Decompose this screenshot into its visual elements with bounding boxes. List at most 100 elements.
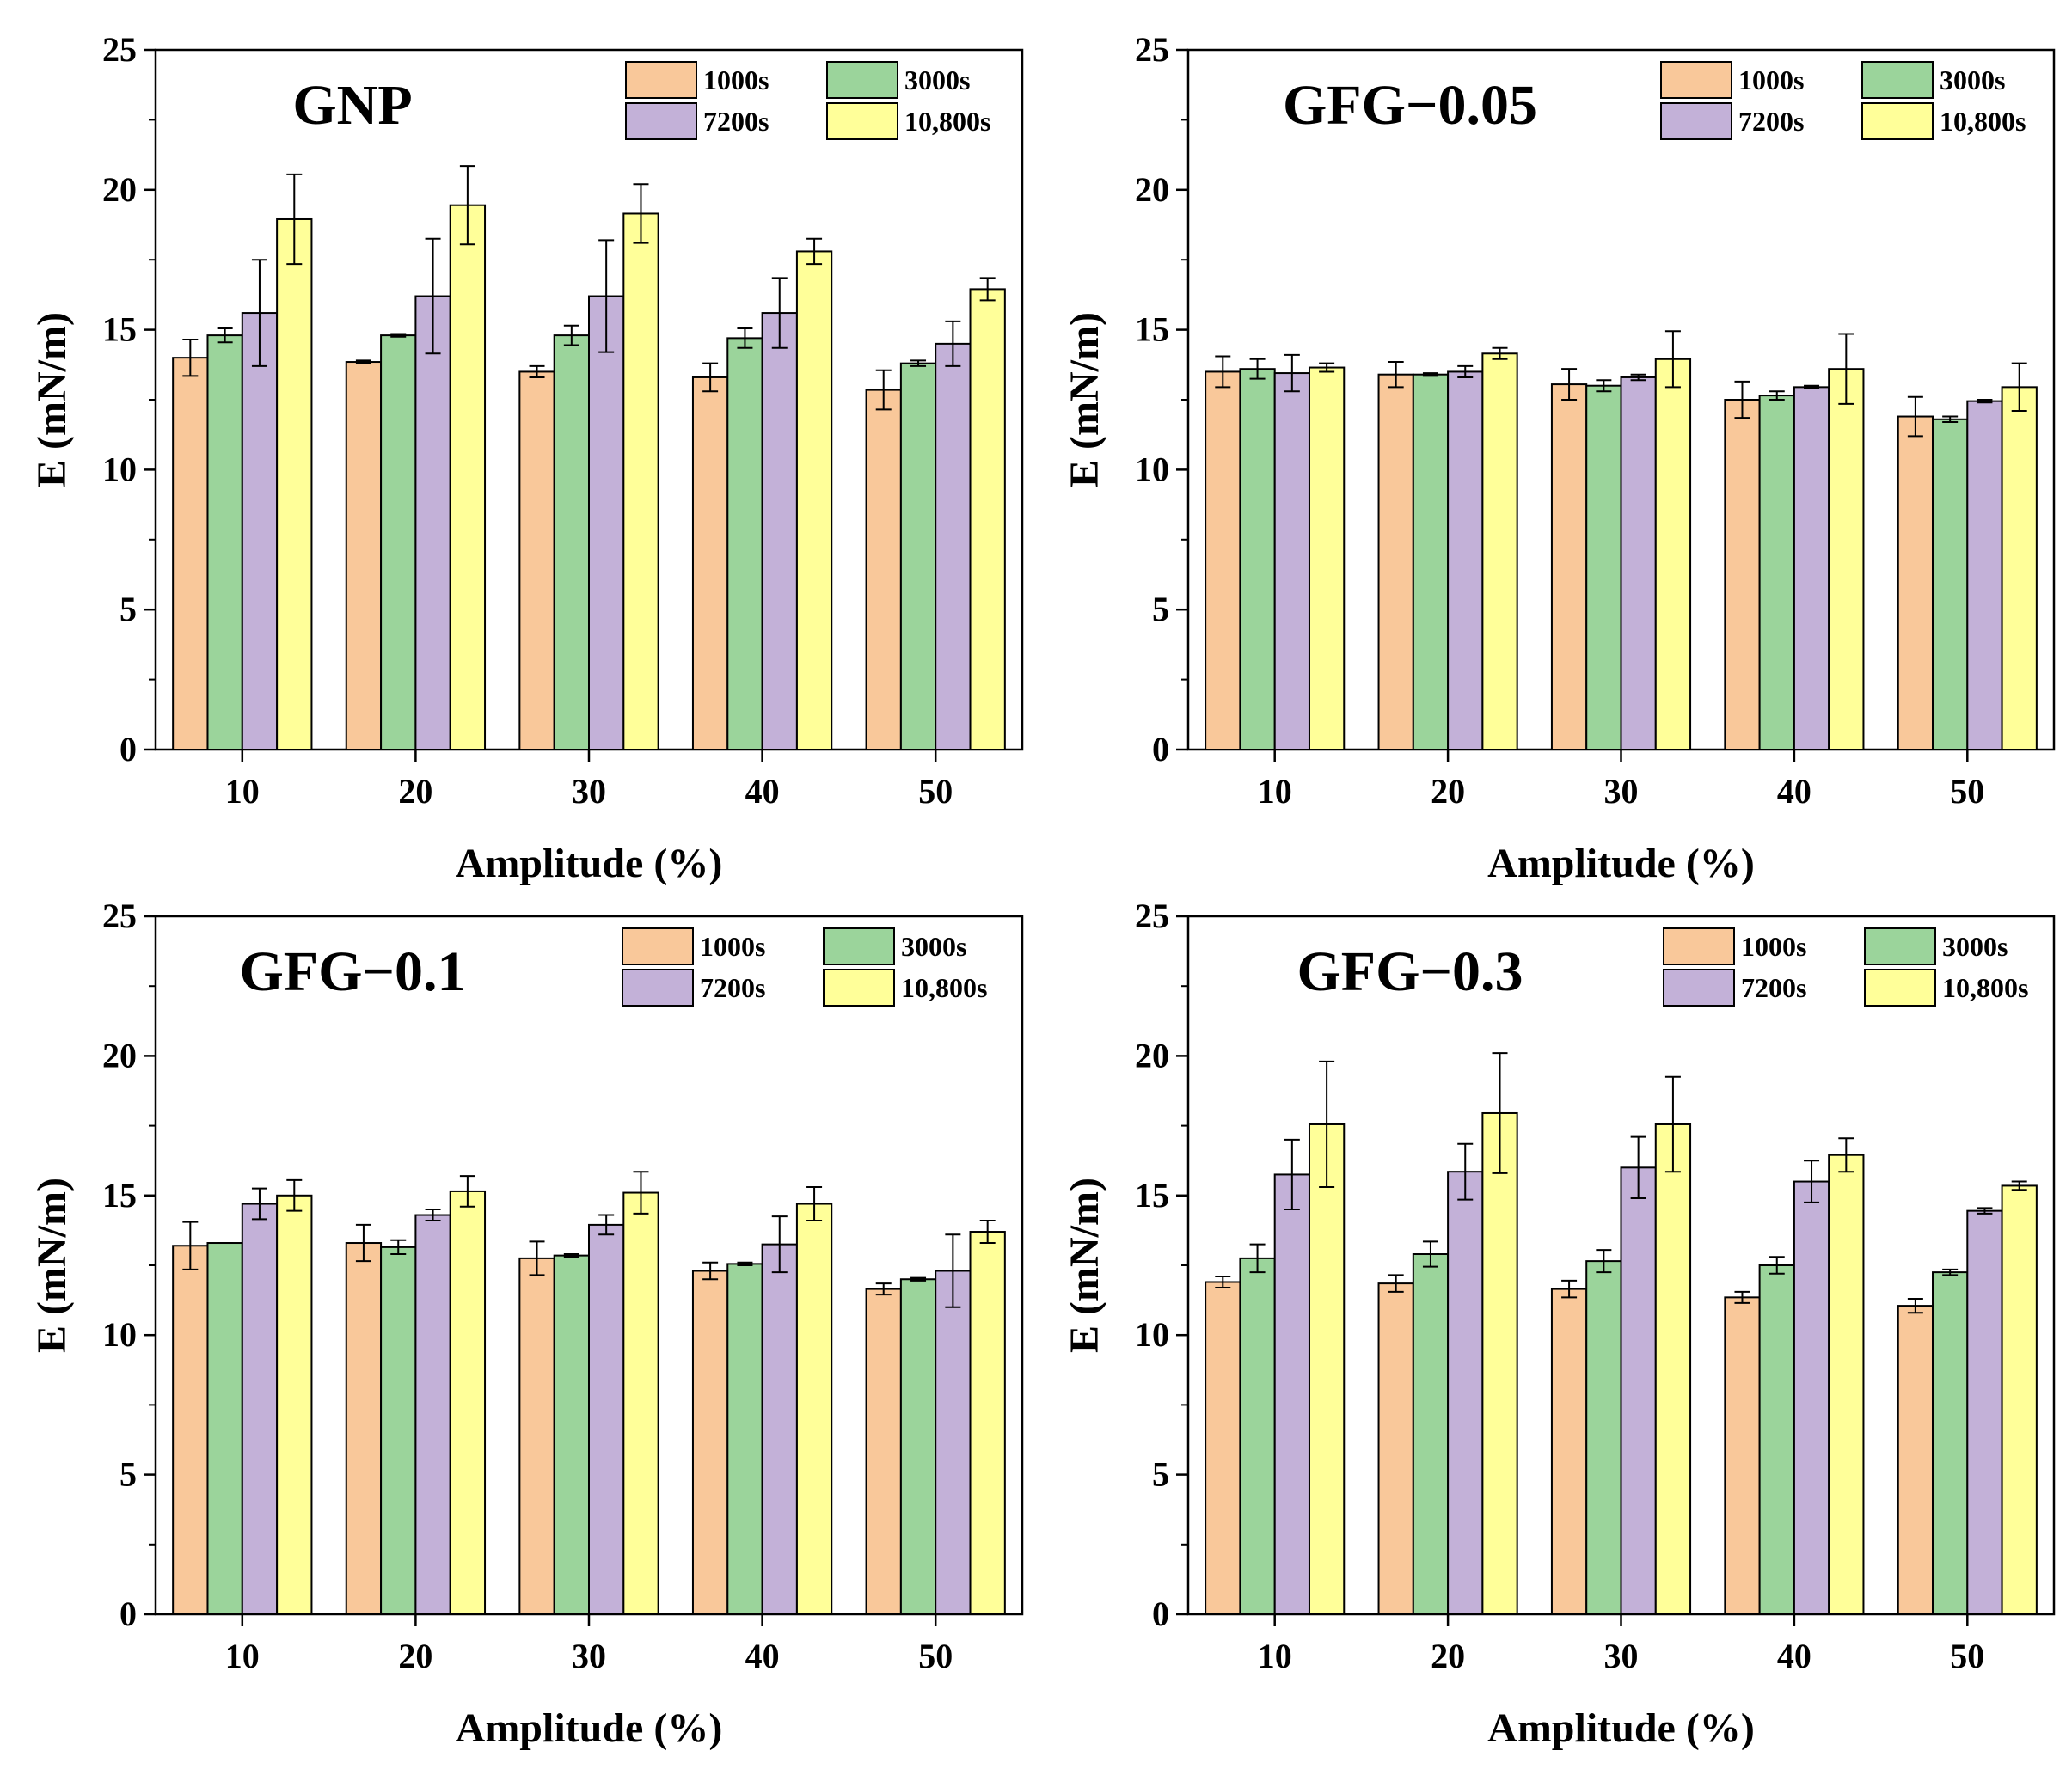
y-tick-label: 25 [102,897,137,935]
bar [1620,376,1657,750]
bar [1654,1123,1692,1615]
bar [969,288,1006,750]
chart-panel: 0 5 10 15 20 25 10 20 30 40 50 Amplitude (%) E (mN/m… [1062,30,2056,886]
legend-swatch [1660,61,1732,99]
legend-label: 3000s [1940,64,2005,95]
bar [1758,395,1795,750]
bar [1447,370,1484,750]
y-axis-title: E (mN/m) [29,312,75,487]
bar [1932,1271,1969,1615]
legend-label: 3000s [904,64,970,95]
x-tick-label: 10 [1258,772,1292,811]
legend-swatch [1861,102,1934,140]
y-tick-label: 10 [102,1315,137,1354]
bar [935,342,972,750]
bar [1481,352,1518,750]
bar [865,389,902,750]
bar [1481,1111,1518,1615]
x-tick-label: 50 [918,1637,953,1675]
x-tick-label: 10 [1258,1637,1292,1675]
y-tick-label: 20 [102,170,137,209]
chart-panel: 0 5 10 15 20 25 10 20 30 40 50 Amplitude (%) E (mN/m… [29,897,1024,1751]
bar [1377,1282,1414,1616]
legend-swatch [823,927,895,965]
bar [761,312,798,750]
x-tick-label: 20 [398,1637,432,1675]
bar [1205,1281,1241,1616]
y-tick-label: 25 [1135,897,1169,935]
bar [1966,1209,2003,1615]
legend-label: 7200s [1741,972,1806,1003]
bar [1550,1288,1588,1616]
y-tick-label: 0 [120,1595,137,1633]
bar [380,1246,417,1615]
x-tick-label: 40 [1777,1637,1811,1675]
y-tick-label: 25 [102,30,137,69]
y-axis-title: E (mN/m) [1062,1178,1107,1353]
x-tick-label: 50 [918,772,953,811]
x-tick-label: 10 [225,1637,260,1675]
x-axis-title: Amplitude (%) [456,841,723,886]
legend-label: 3000s [901,931,966,962]
chart-panel: 0 5 10 15 20 25 10 20 30 40 50 Amplitude (%) E (mN/m… [1062,897,2056,1751]
y-tick-label: 0 [1152,730,1169,768]
legend-swatch [826,102,898,140]
bar [414,295,451,750]
legend-swatch [625,61,697,99]
legend-label: 1000s [703,64,769,95]
bar [553,334,590,750]
bar [969,1231,1006,1616]
bar [761,1243,798,1615]
legend-swatch [625,102,697,140]
legend-label: 10,800s [1942,972,2028,1003]
y-tick-label: 0 [120,730,137,768]
legend-swatch [826,61,898,99]
bar [345,1242,383,1615]
legend-swatch [823,969,895,1007]
bar [1585,384,1622,750]
legend-label: 10,800s [901,972,987,1003]
x-axis-title: Amplitude (%) [456,1705,723,1751]
x-tick-label: 30 [1604,1637,1639,1675]
y-tick-label: 0 [1152,1595,1169,1633]
legend-swatch [1663,927,1735,965]
legend-label: 1000s [700,931,765,962]
bar [449,1190,487,1615]
bar [865,1288,902,1616]
y-axis-title: E (mN/m) [1062,312,1107,487]
panel-title: GFG−0.3 [1297,940,1523,1003]
legend-swatch [1861,61,1934,99]
bar [899,1278,937,1615]
bar [1273,1173,1310,1615]
bar [518,370,555,750]
panel-title: GNP [292,74,412,137]
bar [276,1194,313,1616]
bar [414,1214,451,1615]
y-tick-label: 15 [102,310,137,349]
bar [2001,386,2038,750]
bar [795,1203,833,1615]
x-tick-label: 40 [1777,772,1811,811]
bar [345,361,383,750]
bar [206,334,243,750]
y-tick-label: 20 [1135,170,1169,209]
legend-label: 7200s [703,106,769,137]
x-tick-label: 50 [1950,1637,1984,1675]
bar [588,1223,625,1616]
bar [241,312,279,750]
x-tick-label: 10 [225,772,260,811]
bar [172,1245,209,1616]
y-tick-label: 5 [1152,1455,1169,1494]
y-tick-label: 5 [120,590,137,628]
bar [1897,1305,1934,1615]
legend-swatch [622,927,694,965]
y-tick-label: 15 [1135,310,1169,349]
bar [1724,399,1761,750]
bar [276,217,313,751]
x-tick-label: 30 [572,1637,606,1675]
y-tick-label: 5 [120,1455,137,1494]
bar [518,1257,555,1615]
bar [1273,372,1310,750]
y-tick-label: 20 [1135,1036,1169,1074]
